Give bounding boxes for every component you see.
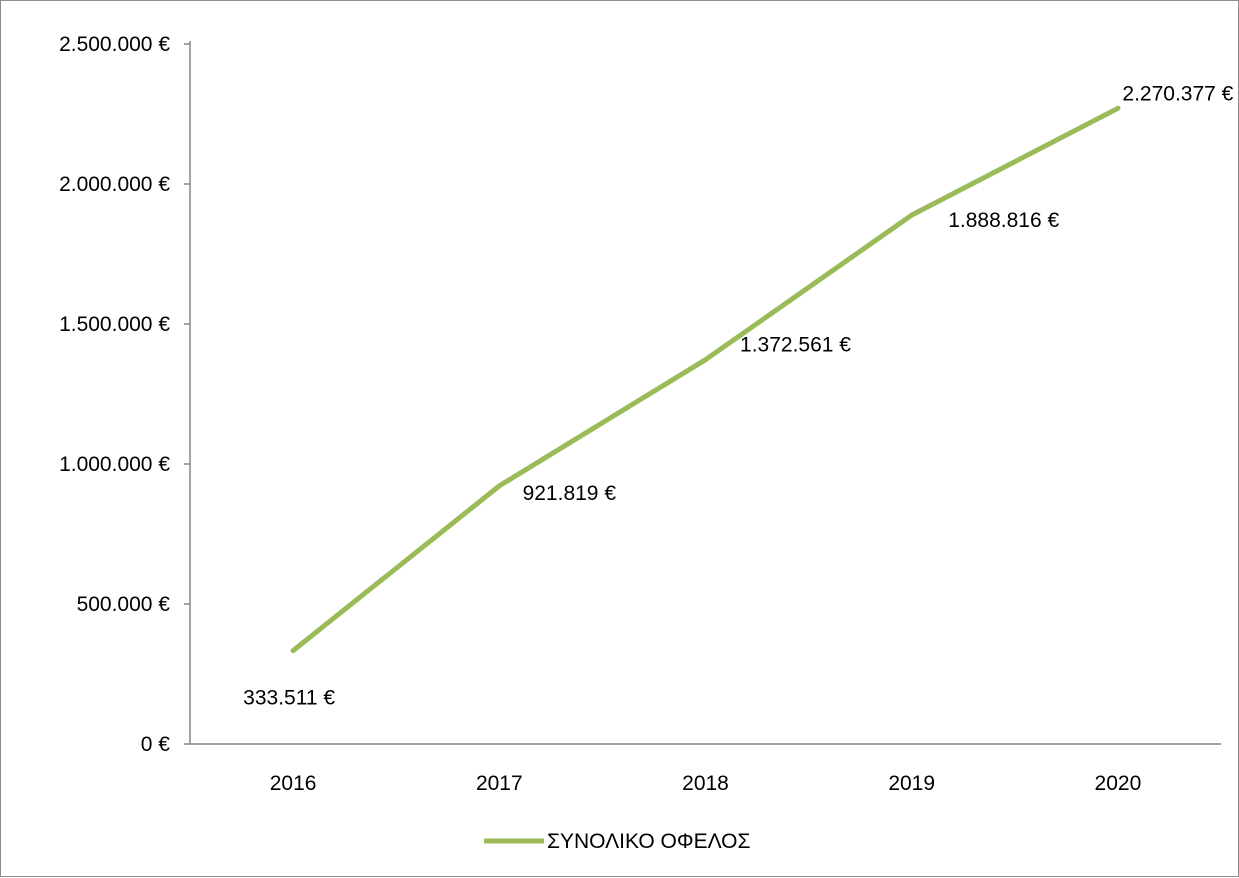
y-tick-label: 2.000.000 € [59, 173, 170, 196]
data-point [1115, 105, 1121, 111]
y-axis-ticks: 0 € 500.000 € 1.000.000 € 1.500.000 € 2.000.… [59, 33, 190, 756]
y-tick-label: 500.000 € [77, 593, 171, 616]
legend-label: ΣΥΝΟΛΙΚΟ ΟΦΕΛΟΣ [547, 830, 751, 853]
x-tick-label: 2019 [888, 772, 935, 795]
series-line [290, 105, 1121, 654]
x-tick-label: 2017 [476, 772, 523, 795]
y-tick-label: 2.500.000 € [59, 33, 170, 56]
legend: ΣΥΝΟΛΙΚΟ ΟΦΕΛΟΣ [484, 830, 751, 853]
data-label: 333.511 € [243, 687, 335, 710]
data-label: 1.888.816 € [948, 209, 1059, 232]
x-tick-label: 2018 [682, 772, 729, 795]
data-point [909, 212, 915, 218]
x-tick-label: 2020 [1095, 772, 1142, 795]
data-labels: 333.511 € 921.819 € 1.372.561 € 1.888.816 €… [243, 82, 1234, 709]
y-tick-label: 0 € [141, 733, 171, 756]
data-label: 1.372.561 € [740, 334, 851, 357]
data-label: 921.819 € [523, 482, 617, 505]
x-axis-ticks: 2016 2017 2018 2019 2020 [270, 772, 1142, 795]
data-point [703, 357, 708, 363]
series-layer [290, 105, 1121, 654]
x-tick-label: 2016 [270, 772, 317, 795]
y-tick-label: 1.000.000 € [59, 453, 170, 476]
data-point [496, 483, 502, 489]
data-label: 2.270.377 € [1122, 82, 1233, 105]
y-tick-label: 1.500.000 € [59, 313, 170, 336]
data-point [290, 648, 296, 654]
